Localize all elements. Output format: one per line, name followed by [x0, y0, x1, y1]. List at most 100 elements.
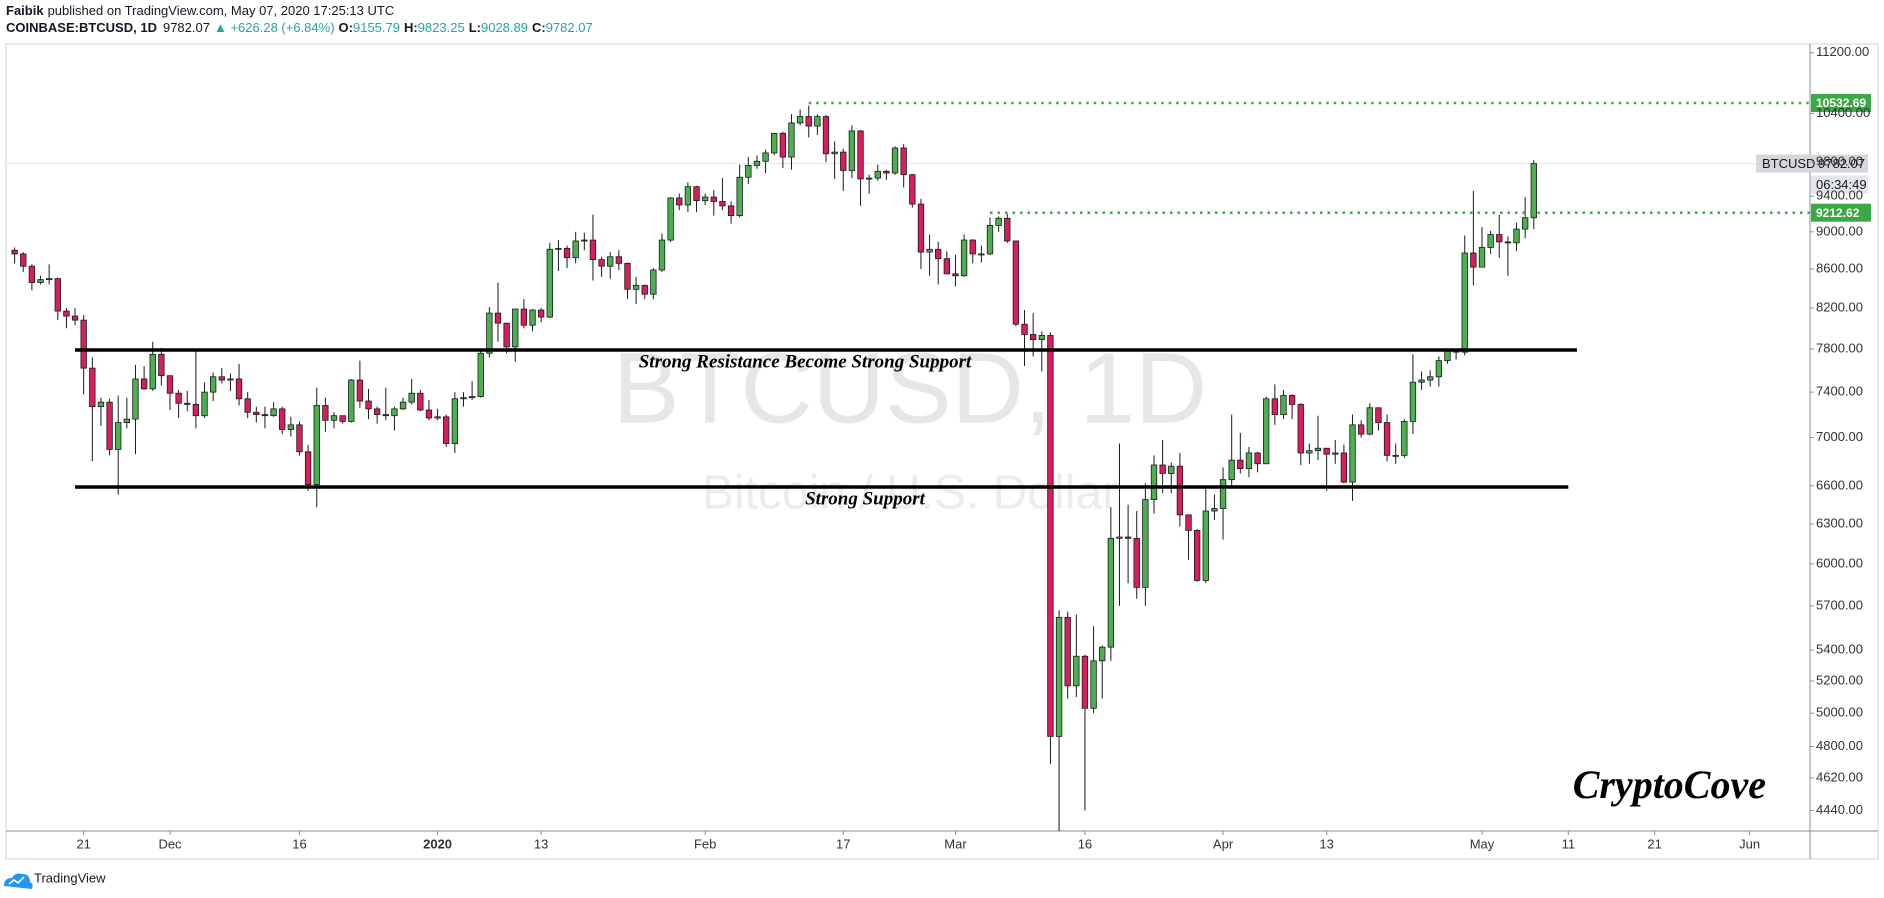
candle-body [382, 414, 389, 417]
candle-body [123, 418, 131, 423]
x-tick-label: 17 [836, 836, 850, 851]
y-tick-label: 7800.00 [1816, 340, 1863, 355]
price-tag-name: BTCUSD [1762, 156, 1815, 171]
candle-body [97, 401, 105, 408]
candle-body [719, 201, 726, 207]
symbol: COINBASE:BTCUSD, 1D [6, 20, 157, 35]
footer-brand: TradingView [34, 870, 106, 885]
y-tick-label: 9000.00 [1816, 223, 1863, 238]
candle-body [235, 378, 243, 400]
candle-body [771, 132, 778, 154]
candle-body [1116, 536, 1123, 539]
ohlc-value: 9155.79 [353, 20, 400, 35]
price-tag [1756, 154, 1868, 173]
x-tick-label: Feb [694, 836, 716, 851]
x-tick-label: Mar [944, 836, 967, 851]
y-tick-label: 5700.00 [1816, 597, 1863, 612]
price-tag-value: 9782.07 [1818, 156, 1865, 171]
candle-body [926, 248, 933, 253]
candle-body [572, 240, 579, 259]
candle-body [1409, 381, 1417, 422]
candle-body [1513, 228, 1520, 244]
candle-body [1340, 452, 1348, 483]
logo-cloud [4, 873, 33, 889]
candle-body [1288, 395, 1296, 405]
candle-body [1168, 465, 1175, 474]
candle-body [909, 174, 916, 205]
candle-body [1107, 537, 1115, 648]
candle-body [745, 165, 752, 178]
candle-body [581, 239, 588, 242]
candle-body [322, 405, 329, 421]
author: Faibik [6, 3, 44, 18]
candle-body [1418, 379, 1425, 383]
candle-body [546, 248, 553, 318]
y-tick-label: 5200.00 [1816, 672, 1863, 687]
candle-body [641, 285, 648, 295]
x-tick-label: May [1470, 836, 1495, 851]
publish-line: Faibik published on TradingView.com, May … [6, 3, 394, 18]
candle-body [1133, 537, 1140, 588]
candle-body [1159, 464, 1166, 474]
candle-body [486, 312, 493, 354]
candle-body [1124, 536, 1132, 539]
candle-body [1366, 407, 1373, 435]
candle-body [1176, 465, 1184, 516]
candle-body [460, 397, 467, 400]
candle-body [330, 415, 338, 421]
candle-body [1047, 335, 1054, 737]
chart-frame [5, 43, 1879, 860]
candle-body [1297, 403, 1304, 454]
candle-body [563, 247, 571, 259]
candle-body [1306, 450, 1313, 454]
level-label: Strong Support [805, 488, 926, 509]
x-tick-label: 16 [292, 836, 306, 851]
y-tick-label: 6000.00 [1816, 555, 1863, 570]
candle-body [1254, 452, 1261, 465]
candle-body [1323, 447, 1330, 455]
candle-body [339, 415, 346, 422]
candle-body [408, 392, 415, 403]
candle-body [71, 315, 79, 321]
candle-body [779, 132, 787, 158]
candle-body [831, 151, 838, 155]
ohlc-label: H: [404, 20, 418, 35]
candle-body [1237, 459, 1244, 470]
candle-body [684, 186, 692, 206]
candle-body [80, 319, 87, 369]
candle-body [365, 400, 372, 410]
candle-body [935, 248, 942, 260]
candle-body [391, 408, 398, 417]
ohlc-value: 9782.07 [546, 20, 593, 35]
candle-body [253, 411, 260, 415]
candle-body [1521, 217, 1529, 230]
candle-body [201, 391, 208, 417]
y-tick-label: 6600.00 [1816, 477, 1863, 492]
x-tick-label: Apr [1213, 836, 1234, 851]
candle-body [857, 130, 864, 180]
candle-body [184, 402, 191, 405]
candle-body [218, 376, 225, 381]
candle-body [1383, 422, 1391, 456]
y-tick-label: 4440.00 [1816, 802, 1863, 817]
candle-body [900, 147, 907, 176]
candle-body [477, 352, 484, 397]
candle-body [1193, 530, 1201, 581]
candle-body [1401, 421, 1408, 456]
candle-body [1392, 454, 1399, 457]
candle-body [227, 378, 234, 381]
candle-body [753, 160, 761, 166]
level-label: Strong Resistance Become Strong Support [639, 351, 972, 372]
candle-body [710, 196, 717, 202]
candle-body [693, 186, 700, 201]
ohlc-value: 9028.89 [481, 20, 528, 35]
candle-body [1245, 452, 1253, 470]
candle-body [270, 408, 277, 417]
candle-body [598, 259, 605, 267]
y-tick-label: 8600.00 [1816, 260, 1863, 275]
y-tick-label: 6300.00 [1816, 515, 1863, 530]
candle-body [28, 265, 36, 283]
candle-body [865, 177, 873, 180]
countdown-tag [1811, 175, 1868, 194]
candle-body [701, 196, 709, 201]
